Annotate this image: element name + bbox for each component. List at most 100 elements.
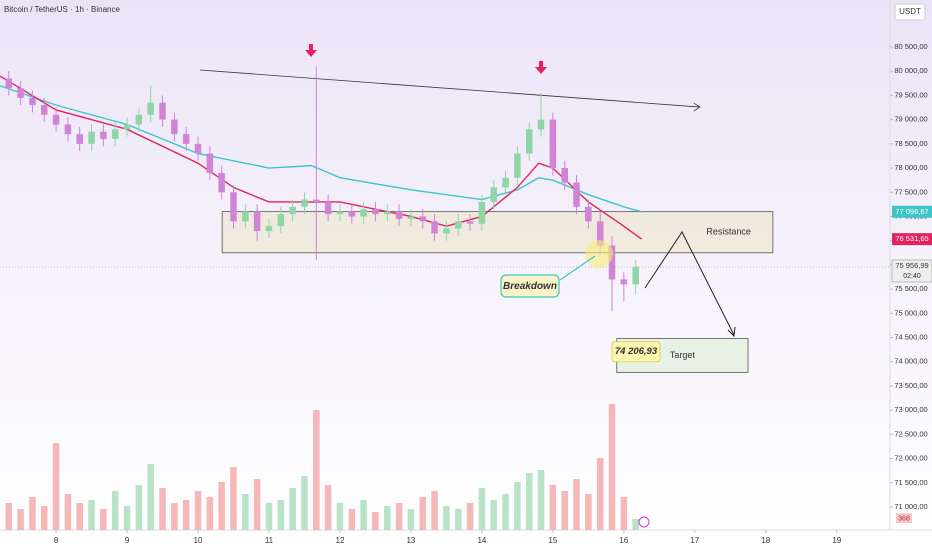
- volume-bar: [608, 404, 616, 530]
- candle-body: [419, 216, 427, 222]
- y-tick-label: 74 500,00: [894, 333, 927, 342]
- volume-bar: [466, 503, 474, 530]
- y-tick-label: 78 000,00: [894, 163, 927, 172]
- candle-body: [407, 216, 415, 219]
- volume-bar: [111, 491, 119, 530]
- volume-bar: [147, 464, 154, 530]
- candle-body: [5, 78, 12, 89]
- candle-body: [514, 153, 521, 178]
- volume-bar: [573, 479, 580, 530]
- breakdown-pointer: [559, 255, 596, 281]
- volume-bar: [455, 509, 462, 530]
- volume-bar: [324, 485, 332, 530]
- volume-bar: [265, 503, 273, 530]
- x-tick-label: 15: [548, 536, 557, 545]
- y-tick-label: 73 000,00: [894, 405, 927, 414]
- volume-bar: [549, 485, 557, 530]
- volume-bar: [585, 494, 592, 530]
- candle-body: [443, 228, 450, 234]
- candle-body: [29, 97, 36, 106]
- volume-bar: [360, 500, 367, 530]
- alert-icon[interactable]: [638, 516, 650, 528]
- candle-body: [289, 206, 296, 215]
- volume-bar: [29, 497, 36, 530]
- candle-body: [372, 209, 379, 215]
- y-tick-label: 75 500,00: [894, 284, 927, 293]
- candle-body: [76, 134, 83, 144]
- candle-body: [52, 114, 60, 125]
- x-tick-label: 11: [265, 536, 274, 545]
- currency-box[interactable]: [894, 3, 926, 21]
- candle-body: [206, 153, 214, 173]
- volume-bar: [313, 410, 320, 530]
- y-tick-label: 73 500,00: [894, 381, 927, 390]
- candle-body: [64, 124, 72, 135]
- candle-body: [182, 134, 190, 144]
- volume-bar: [242, 494, 249, 530]
- target-price-box: [611, 341, 661, 363]
- y-tick-label: 74 000,00: [894, 357, 927, 366]
- volume-bar: [230, 467, 237, 530]
- currency: USDT: [899, 7, 921, 16]
- volume-bar: [336, 503, 344, 530]
- candle-body: [253, 211, 261, 232]
- volume-bar: [395, 503, 403, 530]
- volume-bar: [525, 473, 533, 530]
- resistance-zone: [221, 211, 774, 254]
- x-tick-label: 12: [336, 536, 345, 545]
- candle-body: [466, 221, 474, 224]
- volume-bar: [17, 509, 24, 530]
- candle-body: [324, 201, 332, 215]
- trendline: [200, 69, 700, 108]
- volume-bar: [419, 497, 427, 530]
- projection-head: [727, 326, 736, 338]
- volume-bar: [194, 491, 202, 530]
- volume-bar: [52, 443, 60, 530]
- target-price: 74 206,93: [615, 346, 658, 357]
- chart-title: Bitcoin / TetherUS · 1h · Binance: [4, 5, 120, 14]
- volume-bar: [123, 506, 131, 530]
- volume-bar: [289, 488, 296, 530]
- candle-body: [431, 221, 438, 234]
- candle-body: [395, 211, 403, 219]
- volume-bar: [100, 509, 107, 530]
- volume-bar: [620, 497, 628, 530]
- volume-bar: [5, 503, 12, 530]
- volume-bar: [182, 500, 190, 530]
- trendline-arrow: [693, 102, 701, 112]
- volume-bar: [277, 500, 285, 530]
- candle-body: [537, 119, 545, 130]
- candle-body: [123, 124, 131, 130]
- candle-body: [17, 88, 24, 98]
- y-tick-label: 75 000,00: [894, 308, 927, 317]
- x-tick-label: 8: [54, 536, 59, 545]
- x-tick-label: 17: [690, 536, 699, 545]
- volume-bar: [159, 488, 166, 530]
- countdown: 02:40: [903, 273, 921, 280]
- breakdown-box: [500, 274, 560, 298]
- x-tick-label: 9: [125, 536, 130, 545]
- candle-body: [360, 209, 367, 217]
- candle-body: [348, 211, 356, 217]
- price-label-box: [892, 205, 932, 218]
- candle-body: [490, 187, 498, 202]
- candle-body: [277, 214, 285, 227]
- volume-bar: [301, 476, 308, 530]
- price-label-box: [892, 233, 932, 246]
- candle-body: [265, 226, 273, 232]
- candle-body: [88, 131, 95, 144]
- x-tick-label: 14: [477, 536, 486, 545]
- candle-body: [336, 211, 344, 215]
- y-tick-label: 80 500,00: [894, 42, 927, 51]
- candle-body: [171, 119, 178, 135]
- candle-body: [100, 131, 107, 140]
- y-tick-label: 71 000,00: [894, 502, 927, 511]
- candle-body: [502, 177, 509, 188]
- volume-label-box: [896, 513, 912, 523]
- candle-body: [549, 119, 557, 169]
- volume-bar: [88, 500, 95, 530]
- candle-body: [620, 279, 628, 285]
- candle-body: [159, 102, 166, 120]
